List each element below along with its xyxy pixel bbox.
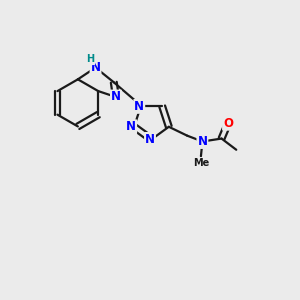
Text: N: N xyxy=(197,135,207,148)
Text: H: H xyxy=(86,54,94,64)
Text: N: N xyxy=(134,100,144,113)
Text: O: O xyxy=(223,117,233,130)
Text: Me: Me xyxy=(193,158,209,168)
Text: N: N xyxy=(126,120,136,133)
Text: N: N xyxy=(145,133,155,146)
Text: N: N xyxy=(91,61,100,74)
Text: N: N xyxy=(111,91,121,103)
